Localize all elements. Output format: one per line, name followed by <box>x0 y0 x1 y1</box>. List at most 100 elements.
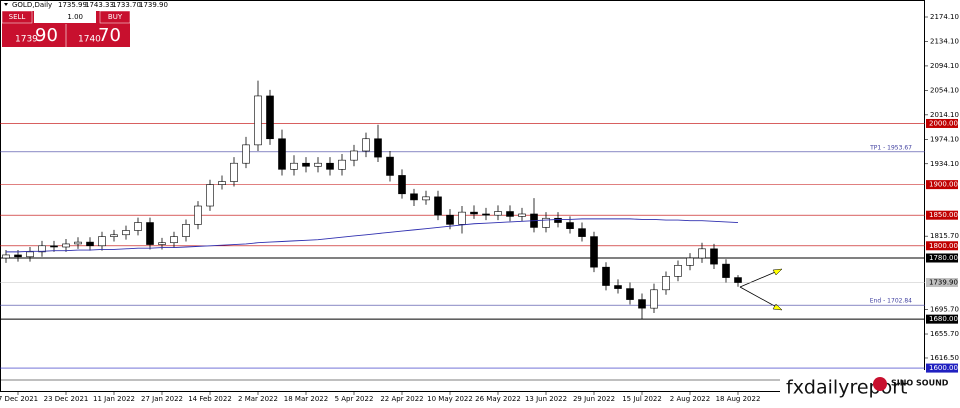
x-tick-label: 18 Mar 2022 <box>284 395 328 403</box>
candle-body <box>38 245 46 253</box>
watermark-bg <box>780 370 925 406</box>
x-tick-label: 5 Apr 2022 <box>335 395 374 403</box>
candle-body <box>494 211 502 216</box>
candle-body <box>242 144 250 164</box>
level-label: 1780.00 <box>929 254 958 262</box>
candle-body <box>206 184 214 207</box>
candle-body <box>566 222 574 229</box>
ohlc-value: 1743.33 <box>85 1 114 9</box>
candle-body <box>398 175 406 195</box>
candle-body <box>98 236 106 247</box>
candle-body <box>2 254 10 259</box>
candle-body <box>230 162 238 182</box>
candle-body <box>626 288 634 300</box>
candle-body <box>302 162 310 167</box>
level-label: TP1 - 1953.67 <box>869 144 912 151</box>
candle-body <box>722 263 730 278</box>
trade-panel: SELL 1.00 BUY 1739 90 1740 70 <box>1 10 131 47</box>
y-tick-label: 2054.10 <box>930 86 959 94</box>
x-tick-label: 2 Aug 2022 <box>670 395 710 403</box>
candle-body <box>434 196 442 216</box>
candle-body <box>134 222 142 231</box>
candle-body <box>698 248 706 259</box>
candle-body <box>86 241 94 247</box>
candle-body <box>122 230 130 236</box>
ohlc-value: 1735.99 <box>58 1 87 9</box>
candle-body <box>734 277 742 283</box>
candle-body <box>662 276 670 291</box>
y-tick-label: 2014.10 <box>930 111 959 119</box>
title-icon <box>4 3 8 6</box>
candle-body <box>146 222 154 245</box>
candle-body <box>182 224 190 237</box>
candle-body <box>446 214 454 225</box>
y-tick-label: 2134.10 <box>930 37 959 45</box>
x-tick-label: 22 Apr 2022 <box>380 395 423 403</box>
candle-body <box>602 266 610 286</box>
level-box <box>926 278 958 288</box>
candle-body <box>266 95 274 140</box>
candle-body <box>314 162 322 167</box>
sell-price-small: 90 <box>35 25 58 46</box>
candle-body <box>62 243 70 248</box>
level-box <box>926 241 958 251</box>
lot-input[interactable] <box>34 11 96 23</box>
candle-body <box>158 242 166 245</box>
level-label: 2000.00 <box>929 119 958 127</box>
y-tick-label: 1934.10 <box>930 160 959 168</box>
buy-price-big: 1740 <box>78 35 101 45</box>
moving-average <box>6 218 739 253</box>
candle-body <box>674 265 682 277</box>
buy-label[interactable]: BUY <box>108 13 123 21</box>
candle-body <box>26 251 34 258</box>
x-tick-label: 11 Jan 2022 <box>93 395 135 403</box>
sell-button[interactable] <box>1 10 33 24</box>
x-tick-label: 23 Dec 2021 <box>44 395 89 403</box>
candle-body <box>578 228 586 237</box>
x-tick-label: 2 Mar 2022 <box>238 395 278 403</box>
x-tick-label: 10 May 2022 <box>427 395 473 403</box>
x-tick-label: 26 May 2022 <box>475 395 521 403</box>
candle-body <box>14 254 22 258</box>
candle-body <box>482 213 490 216</box>
candle-body <box>110 234 118 237</box>
arrows <box>739 268 783 311</box>
sell-price-big: 1739 <box>15 35 38 45</box>
buy-button[interactable] <box>99 10 131 24</box>
ohlc-value: 1739.90 <box>139 1 168 9</box>
candle-body <box>686 257 694 266</box>
watermark: fxdailyreport <box>786 377 907 399</box>
candle-body <box>194 205 202 225</box>
candle-body <box>326 162 334 170</box>
candle-body <box>386 156 394 176</box>
level-label: 1739.90 <box>929 279 958 287</box>
level-label: 1850.00 <box>929 211 958 219</box>
candle-body <box>710 248 718 265</box>
x-tick-label: 29 Jun 2022 <box>573 395 615 403</box>
level-box <box>926 180 958 190</box>
buy-price-small: 70 <box>98 25 121 46</box>
candle-body <box>590 236 598 268</box>
candle-body <box>614 285 622 289</box>
candle-body <box>638 299 646 309</box>
chart-title: GOLD,Daily <box>12 1 52 9</box>
x-tick-label: 13 Jun 2022 <box>525 395 567 403</box>
candle-body <box>362 138 370 152</box>
sell-label[interactable]: SELL <box>9 13 26 21</box>
level-box <box>926 363 958 373</box>
candle-body <box>374 138 382 158</box>
candle-body <box>74 241 82 245</box>
logo-icon <box>873 377 887 391</box>
x-tick-label: 14 Feb 2022 <box>188 395 232 403</box>
x-tick-label: 15 Jul 2022 <box>622 395 662 403</box>
y-tick-label: 1695.70 <box>930 306 959 314</box>
candle-body <box>254 95 262 146</box>
y-tick-label: 2174.10 <box>930 13 959 21</box>
level-box <box>926 253 958 263</box>
level-label: 1680.00 <box>929 315 958 323</box>
candle-body <box>338 159 346 170</box>
y-tick-label: 1815.70 <box>930 232 959 240</box>
plot-frame <box>0 0 925 392</box>
candle-body <box>542 217 550 228</box>
lot-value[interactable]: 1.00 <box>67 13 83 21</box>
